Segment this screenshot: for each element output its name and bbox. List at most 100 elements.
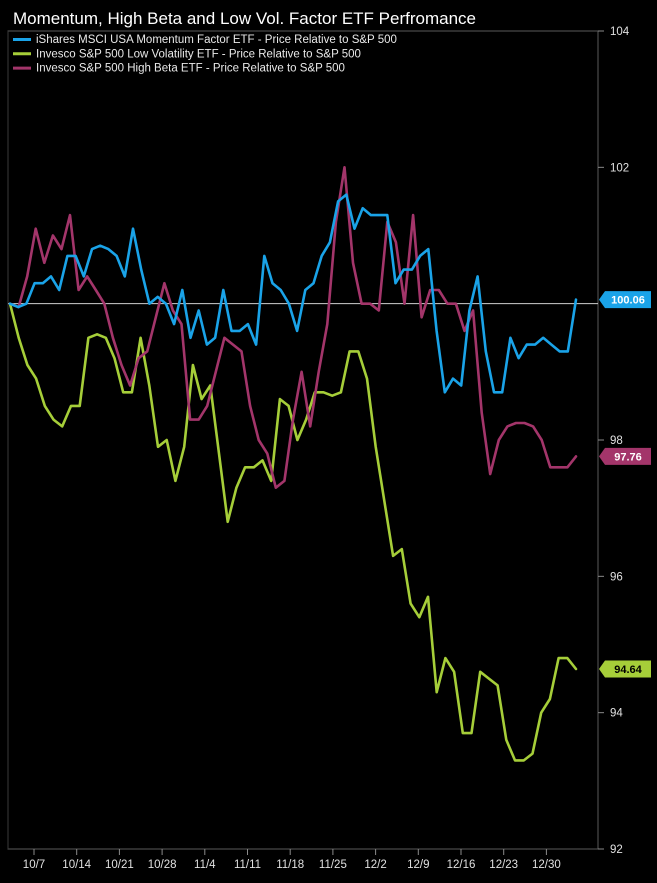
data-point	[239, 330, 241, 332]
data-point	[532, 425, 534, 427]
legend-label: iShares MSCI USA Momentum Factor ETF - P…	[36, 34, 397, 46]
data-point	[518, 357, 520, 359]
data-point	[258, 439, 260, 441]
data-point	[403, 303, 406, 305]
data-point	[103, 303, 105, 305]
data-point	[83, 275, 85, 277]
data-point	[566, 466, 569, 468]
data-point	[366, 378, 368, 380]
x-axis: 10/7 10/14 10/21 10/28 11/4 11/11 11/18 11/25 12…	[23, 849, 561, 871]
data-point	[436, 330, 438, 332]
data-point	[550, 344, 553, 346]
x-tick-label: 12/9	[407, 859, 429, 871]
data-point	[392, 555, 394, 557]
data-point	[493, 391, 495, 393]
data-point	[70, 405, 72, 407]
data-point	[412, 214, 414, 216]
data-point	[247, 323, 249, 325]
data-point	[304, 289, 306, 291]
data-point	[163, 282, 165, 284]
data-point	[309, 425, 311, 427]
data-point	[378, 214, 380, 216]
data-point	[462, 732, 464, 734]
last-value-badges: 100.06 94.64 97.76	[599, 291, 651, 678]
data-point	[58, 289, 60, 291]
data-point	[460, 384, 462, 387]
data-point	[541, 439, 543, 441]
x-tick-label: 10/28	[148, 859, 177, 871]
data-point	[249, 405, 251, 407]
data-point	[44, 405, 46, 407]
data-point	[418, 616, 420, 618]
data-point	[427, 248, 429, 250]
data-point	[509, 337, 511, 339]
data-point	[479, 671, 481, 673]
data-point	[403, 269, 405, 271]
data-point	[42, 282, 44, 284]
data-point	[99, 245, 101, 247]
data-point	[410, 603, 412, 605]
data-point	[266, 453, 268, 455]
data-point	[444, 391, 446, 393]
data-point	[124, 275, 126, 277]
data-point	[253, 466, 255, 468]
data-point	[192, 364, 194, 366]
data-point	[235, 487, 237, 489]
data-point	[438, 289, 440, 291]
data-point	[318, 371, 320, 373]
data-point	[566, 657, 568, 659]
data-point	[531, 753, 534, 755]
data-point	[534, 344, 536, 346]
y-tick-label: 104	[610, 26, 630, 38]
data-point	[349, 350, 351, 352]
data-point	[34, 282, 36, 284]
data-point	[501, 391, 503, 393]
data-point	[198, 419, 200, 421]
data-point	[468, 309, 470, 312]
y-tick-label: 92	[610, 844, 623, 856]
x-tick-label: 11/18	[276, 859, 304, 871]
data-point	[575, 455, 577, 457]
data-point	[140, 337, 142, 339]
data-point	[26, 275, 28, 277]
legend-entry-2: Invesco S&P 500 High Beta ETF - Price Re…	[13, 63, 345, 75]
data-point	[227, 521, 229, 523]
data-point	[559, 350, 561, 352]
data-point	[35, 228, 37, 230]
x-tick-label: 10/14	[62, 859, 91, 871]
badge-shape	[599, 447, 651, 465]
data-point	[326, 323, 328, 325]
data-point	[26, 364, 28, 366]
data-point	[75, 255, 77, 257]
data-point	[558, 466, 560, 468]
x-tick-label: 11/4	[194, 859, 216, 871]
data-point	[288, 303, 290, 305]
y-tick-label: 94	[610, 708, 623, 720]
data-point	[138, 357, 140, 359]
data-point	[155, 316, 157, 318]
data-point	[279, 398, 281, 400]
data-point	[25, 303, 27, 305]
data-point	[146, 350, 148, 352]
data-point	[305, 419, 307, 421]
data-point	[218, 453, 220, 455]
data-point	[322, 391, 325, 393]
data-point	[523, 422, 526, 424]
data-point	[17, 306, 19, 308]
y-axis: 92 94 96 98 102 104	[598, 26, 630, 856]
data-point	[232, 344, 234, 346]
data-point	[301, 371, 303, 373]
data-point	[498, 439, 500, 441]
data-point	[515, 422, 517, 424]
x-tick-label: 10/21	[105, 859, 134, 871]
data-point	[183, 446, 185, 448]
data-point	[296, 439, 298, 441]
data-point	[362, 207, 364, 209]
x-tick-label: 12/30	[532, 859, 561, 871]
x-tick-label: 10/7	[23, 859, 45, 871]
data-point	[378, 309, 380, 312]
data-point	[157, 446, 159, 448]
data-point	[369, 303, 371, 305]
data-point	[472, 309, 474, 312]
